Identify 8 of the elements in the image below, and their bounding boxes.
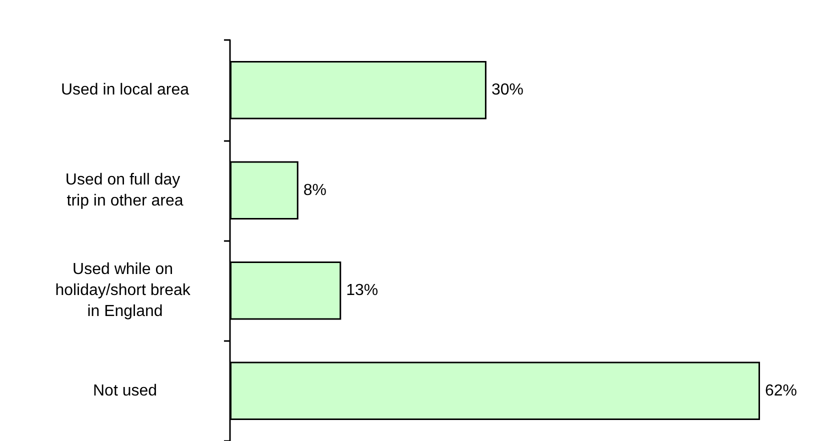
y-tick-label: Used in local area [60,82,190,99]
data-label: 62% [765,382,798,400]
data-label: 8% [303,182,327,199]
y-tick-label: Used on full day trip in other area [65,171,185,210]
data-label: 30% [491,82,524,99]
data-label: 13% [346,282,378,300]
y-tick-label: Not used [92,382,158,400]
y-tick-label: Used while on holiday/short break in England [55,261,195,320]
